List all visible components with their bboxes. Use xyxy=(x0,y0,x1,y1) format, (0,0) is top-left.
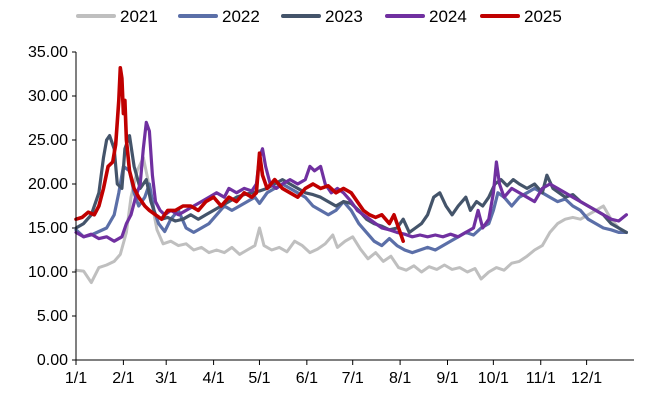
x-tick-label: 2/1 xyxy=(112,370,134,387)
series-lines xyxy=(74,66,628,285)
legend-label-2024: 2024 xyxy=(429,7,467,26)
x-tick-label: 9/1 xyxy=(436,370,458,387)
y-tick-label: 20.00 xyxy=(28,176,68,193)
y-tick-label: 0.00 xyxy=(37,352,68,369)
legend-label-2021: 2021 xyxy=(120,7,158,26)
y-tick-label: 10.00 xyxy=(28,264,68,281)
y-tick-label: 35.00 xyxy=(28,44,68,61)
x-tick-label: 6/1 xyxy=(296,370,318,387)
x-tick-label: 12/1 xyxy=(571,370,602,387)
series-line-2021 xyxy=(74,156,628,285)
legend-label-2022: 2022 xyxy=(222,7,260,26)
x-tick-label: 5/1 xyxy=(248,370,270,387)
legend-label-2023: 2023 xyxy=(325,7,363,26)
y-tick-label: 15.00 xyxy=(28,220,68,237)
x-tick-label: 11/1 xyxy=(526,370,556,387)
x-tick-label: 1/1 xyxy=(65,370,87,387)
series-line-2024 xyxy=(74,120,628,243)
legend: 2021 2022 2023 2024 2025 xyxy=(76,7,562,26)
y-axis-ticks: 0.00 5.00 10.00 15.00 20.00 25.00 30.00 35.00 xyxy=(28,44,76,369)
x-axis-ticks: 1/1 2/1 3/1 4/1 5/1 6/1 7/1 8/1 9/1 10/1 11/1 12/1 xyxy=(65,360,602,387)
y-tick-label: 30.00 xyxy=(28,88,68,105)
legend-label-2025: 2025 xyxy=(524,7,562,26)
y-tick-label: 5.00 xyxy=(37,308,68,325)
x-tick-label: 3/1 xyxy=(155,370,177,387)
series-line-2025 xyxy=(74,66,405,243)
x-tick-label: 4/1 xyxy=(202,370,224,387)
series-line-2023 xyxy=(74,134,628,234)
y-tick-label: 25.00 xyxy=(28,132,68,149)
x-tick-label: 10/1 xyxy=(478,370,509,387)
x-tick-label: 8/1 xyxy=(389,370,411,387)
x-tick-label: 7/1 xyxy=(342,370,364,387)
